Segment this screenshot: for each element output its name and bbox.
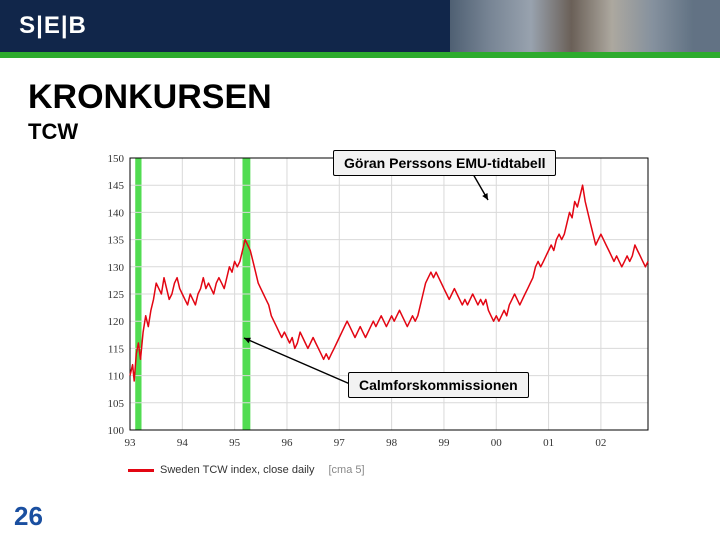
slide: S|E|B KRONKURSEN TCW 1001051101151201251… [0,0,720,540]
brand-logo: S|E|B [10,8,96,44]
slide-subtitle: TCW [28,119,272,145]
title-block: KRONKURSEN TCW [28,78,272,145]
svg-text:120: 120 [108,316,125,328]
legend-swatch [128,469,154,472]
svg-text:95: 95 [229,437,241,449]
annotation-label: Calmforskommissionen [359,377,518,393]
annotation-emu-tidtabell: Göran Perssons EMU-tidtabell [333,150,556,176]
chart-legend: Sweden TCW index, close daily [cma 5] [128,464,365,476]
svg-text:01: 01 [543,437,554,449]
chart-container: 100 105 110 115 120 125 130 135 140 145 150 93 94 95 9… [88,152,658,482]
svg-text:105: 105 [108,398,125,410]
svg-text:110: 110 [108,371,125,383]
svg-text:125: 125 [108,289,125,301]
header-photo-strip [450,0,720,52]
svg-text:135: 135 [108,235,125,247]
svg-text:00: 00 [491,437,503,449]
svg-text:98: 98 [386,437,398,449]
legend-series-label: Sweden TCW index, close daily [160,464,314,476]
tcw-line-chart: 100 105 110 115 120 125 130 135 140 145 150 93 94 95 9… [88,152,658,482]
svg-text:94: 94 [177,437,189,449]
brand-logo-text: S|E|B [19,12,87,40]
header-accent-bar [0,52,720,58]
svg-text:96: 96 [281,437,293,449]
annotation-calmfors: Calmforskommissionen [348,372,529,398]
svg-text:130: 130 [108,262,125,274]
svg-text:93: 93 [125,437,137,449]
legend-series-extra: [cma 5] [328,464,364,476]
svg-text:99: 99 [438,437,450,449]
svg-text:97: 97 [334,437,346,449]
slide-title: KRONKURSEN [28,78,272,117]
annotation-label: Göran Perssons EMU-tidtabell [344,155,545,171]
svg-text:115: 115 [108,343,125,355]
svg-text:145: 145 [108,180,125,192]
svg-text:150: 150 [108,153,125,165]
svg-text:100: 100 [108,425,125,437]
header-bar: S|E|B [0,0,720,52]
svg-text:02: 02 [595,437,606,449]
page-number: 26 [14,501,43,532]
svg-text:140: 140 [108,207,125,219]
